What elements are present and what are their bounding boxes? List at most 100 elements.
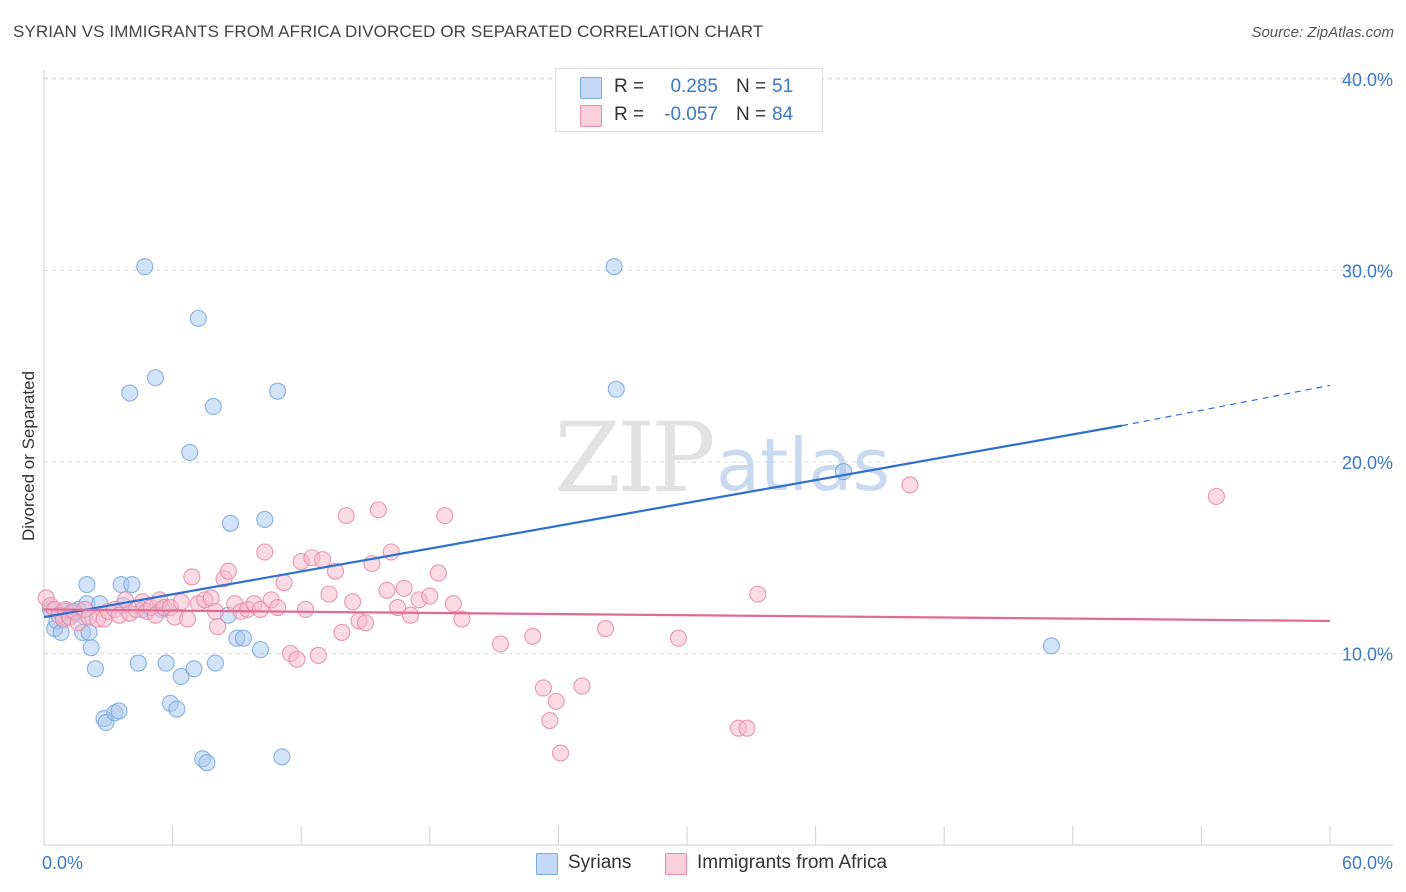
y-tick-labels: 10.0% 20.0% 30.0% 40.0% <box>1342 70 1393 665</box>
point-africa <box>344 593 362 611</box>
point-africa <box>219 562 237 580</box>
point-syrians <box>607 380 625 398</box>
point-africa <box>1207 487 1225 506</box>
point-africa <box>669 629 687 647</box>
source-label: Source: ZipAtlas.com <box>1251 24 1394 41</box>
legend-r-label: R = <box>614 104 645 125</box>
point-africa <box>547 692 565 710</box>
trend-line-syrians <box>43 424 1123 619</box>
point-syrians <box>189 309 207 327</box>
point-syrians <box>269 382 287 400</box>
point-africa <box>356 614 375 632</box>
bottom-legend-swatch-africa <box>665 853 687 875</box>
point-africa <box>749 585 767 603</box>
legend-n-value: 51 <box>772 76 794 97</box>
point-syrians <box>110 702 128 720</box>
stats-legend: R = 0.285 N = 51 R = -0.057 N = 84 <box>555 68 823 132</box>
point-syrians <box>204 397 222 416</box>
point-syrians <box>172 667 190 686</box>
y-tick-label: 10.0% <box>1342 645 1393 665</box>
y-tick-label: 20.0% <box>1342 453 1393 473</box>
point-africa <box>401 606 420 624</box>
point-africa <box>573 677 591 695</box>
point-africa <box>901 476 919 494</box>
point-africa <box>378 581 396 599</box>
point-africa <box>382 543 400 561</box>
point-syrians <box>221 514 240 532</box>
legend-n-label: N = <box>736 104 767 125</box>
point-syrians <box>273 748 291 766</box>
legend-r-value: 0.285 <box>670 76 718 97</box>
legend-swatch-africa <box>580 105 602 127</box>
watermark-zip: ZIP <box>554 402 713 514</box>
point-syrians <box>129 654 147 672</box>
y-tick-label: 40.0% <box>1342 70 1393 90</box>
point-syrians <box>168 700 186 718</box>
point-africa <box>738 719 756 737</box>
x-tick-labels: 0.0% 60.0% <box>42 853 1393 873</box>
point-africa <box>369 501 387 519</box>
point-africa <box>269 598 287 617</box>
point-africa <box>256 543 274 561</box>
trend-line-africa <box>43 608 1331 623</box>
bottom-legend-label-syrians: Syrians <box>568 852 632 873</box>
point-africa <box>296 600 315 619</box>
point-syrians <box>1042 637 1060 655</box>
point-africa <box>551 744 570 762</box>
point-syrians <box>123 576 141 594</box>
point-africa <box>275 574 293 592</box>
point-africa <box>209 618 227 636</box>
data-points <box>37 258 1225 772</box>
axes <box>43 70 1393 846</box>
point-africa <box>436 507 454 525</box>
x-tick-label-min: 0.0% <box>42 853 83 873</box>
watermark-atlas: atlas <box>716 423 890 507</box>
point-syrians <box>605 258 623 276</box>
watermark: ZIP atlas <box>554 402 890 514</box>
legend-swatch-syrians <box>580 77 602 99</box>
point-africa <box>172 593 190 611</box>
legend-n-value: 84 <box>772 104 794 125</box>
point-africa <box>534 679 552 697</box>
x-tick-label-max: 60.0% <box>1342 853 1393 873</box>
legend-row-africa: R = -0.057 N = 84 <box>556 101 822 129</box>
point-africa <box>429 564 447 582</box>
point-africa <box>333 623 351 641</box>
point-africa <box>179 610 197 628</box>
point-syrians <box>185 660 203 678</box>
legend-r-value: -0.057 <box>664 104 718 125</box>
legend-r-label: R = <box>614 76 645 97</box>
point-africa <box>251 600 270 619</box>
legend-n-label: N = <box>736 76 767 97</box>
point-syrians <box>234 629 252 647</box>
point-africa <box>541 711 559 730</box>
point-africa <box>421 587 439 605</box>
point-africa <box>309 646 327 664</box>
bottom-legend-swatch-syrians <box>536 853 558 875</box>
x-ticks <box>43 826 1331 845</box>
point-africa <box>444 595 462 613</box>
point-syrians <box>198 754 216 772</box>
legend-row-syrians: R = 0.285 N = 51 <box>556 73 822 101</box>
point-africa <box>183 568 201 586</box>
point-africa <box>453 610 471 628</box>
y-axis-label: Divorced or Separated <box>19 371 38 541</box>
point-syrians <box>251 641 270 659</box>
point-syrians <box>82 639 100 657</box>
point-syrians <box>157 654 175 672</box>
gridlines <box>44 77 1393 654</box>
point-syrians <box>86 660 104 678</box>
point-africa <box>314 551 332 569</box>
point-syrians <box>146 369 165 387</box>
point-syrians <box>121 384 139 402</box>
point-africa <box>524 627 542 645</box>
trend-lines <box>43 384 1331 623</box>
point-africa <box>491 635 510 653</box>
point-africa <box>337 507 355 525</box>
bottom-legend-label-africa: Immigrants from Africa <box>697 852 888 873</box>
y-tick-label: 30.0% <box>1342 262 1393 282</box>
chart-title: SYRIAN VS IMMIGRANTS FROM AFRICA DIVORCE… <box>13 22 764 41</box>
point-africa <box>288 650 306 668</box>
point-syrians <box>136 258 154 276</box>
